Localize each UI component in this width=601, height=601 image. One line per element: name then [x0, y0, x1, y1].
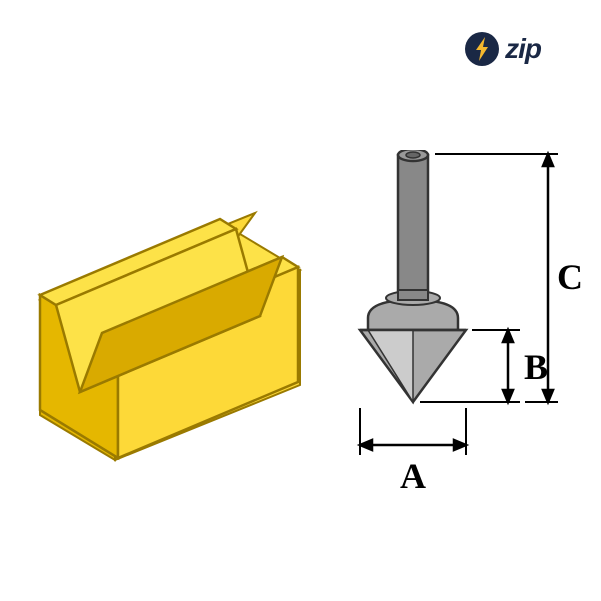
lightning-bolt-icon — [465, 32, 499, 66]
zip-badge: zip — [465, 32, 541, 66]
dimension-label-A: A — [400, 455, 426, 497]
dimension-A — [360, 408, 466, 455]
dimension-label-B: B — [524, 346, 548, 388]
router-bit — [360, 150, 466, 402]
technical-diagram: A B C — [30, 150, 570, 530]
zip-text: zip — [505, 33, 541, 65]
dimension-label-C: C — [557, 256, 583, 298]
